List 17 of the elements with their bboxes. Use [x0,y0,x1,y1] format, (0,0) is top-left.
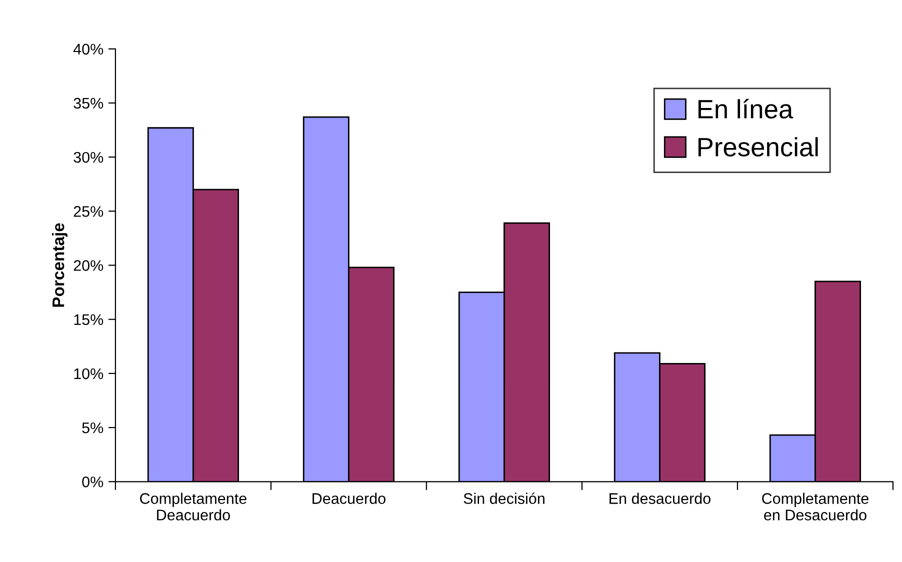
y-tick-label: 20% [74,260,104,271]
y-tick-label: 35% [74,98,104,109]
y-tick-label: 30% [74,152,104,163]
y-tick-label: 40% [73,44,104,55]
y-tick-label: 5% [82,422,104,434]
x-tick-label: Deacuerdo [312,492,386,504]
legend-label: Presencial [698,137,818,156]
x-tick-label: Completamente Deacuerdo [140,492,246,520]
x-tick-label: Completamente en Desacuerdo [762,492,868,520]
legend-label: En línea [698,98,794,119]
y-tick-label: 0% [82,476,104,488]
y-axis-title: Porcentaje [52,223,68,307]
y-tick-label: 10% [74,368,104,380]
x-tick-label: En desacuerdo [610,492,710,504]
x-tick-label: Sin decisión [464,492,544,504]
y-tick-label: 25% [74,206,104,217]
y-tick-label: 15% [74,314,104,326]
